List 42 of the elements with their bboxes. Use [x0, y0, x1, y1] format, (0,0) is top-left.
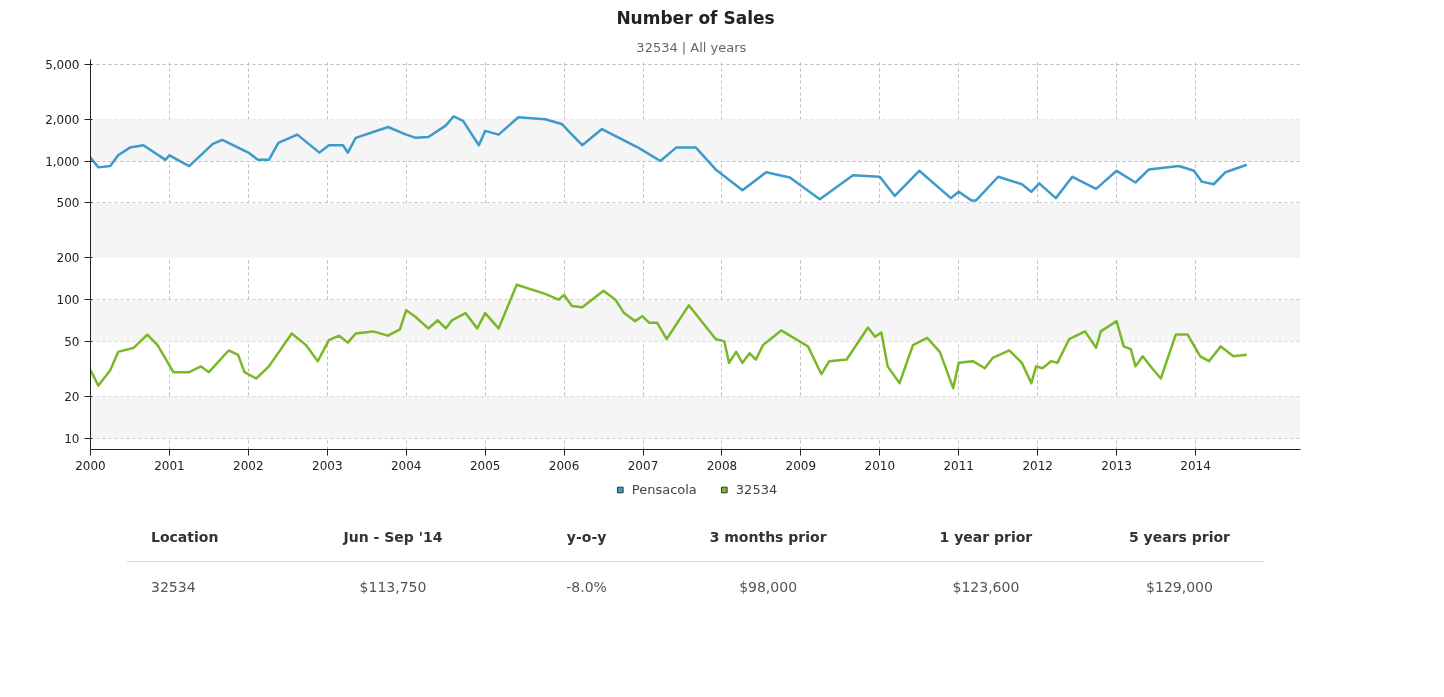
text: 5 years prior — [1128, 528, 1231, 545]
legend-label: Pensacola — [631, 481, 697, 497]
x-tick-label: 2001 — [154, 458, 185, 473]
text: -8.0% — [566, 578, 607, 595]
text: 3 months prior — [709, 528, 827, 545]
x-tick-label: 2007 — [627, 458, 659, 473]
x-tick-label: 2005 — [469, 458, 501, 473]
x-tick-label: 2012 — [1022, 458, 1053, 473]
text: 1 year prior — [939, 528, 1033, 545]
x-tick-label: 2006 — [548, 458, 580, 473]
text: Jun - Sep '14 — [342, 528, 443, 545]
y-tick-label: 2,000 — [45, 112, 80, 127]
line-series — [90, 283, 1249, 390]
line-series — [90, 115, 1249, 202]
x-tick-label: 2000 — [75, 458, 106, 473]
x-tick-label: 2013 — [1101, 458, 1132, 473]
x-tick-label: 2011 — [943, 458, 975, 473]
y-tick-label: 20 — [64, 390, 80, 405]
x-tick-label: 2008 — [706, 458, 738, 473]
y-tick-label: 50 — [64, 334, 80, 349]
x-tick-label: 2002 — [233, 458, 264, 473]
y-tick-label: 1,000 — [45, 154, 80, 169]
y-tick-label: 200 — [56, 251, 80, 266]
y-tick-label: 500 — [56, 196, 80, 211]
chart-subtitle: 32534 | All years — [636, 39, 747, 55]
x-tick-label: 2014 — [1180, 458, 1211, 473]
text: Location — [151, 528, 219, 545]
text: y-o-y — [566, 528, 607, 545]
y-tick-label: 5,000 — [45, 57, 80, 72]
text: $123,600 — [952, 578, 1020, 595]
x-tick-label: 2003 — [312, 458, 343, 473]
text: $129,000 — [1146, 578, 1213, 595]
legend-label: 32534 — [735, 481, 778, 497]
text: 32534 — [151, 578, 196, 595]
text: $98,000 — [739, 578, 798, 595]
x-tick-label: 2004 — [390, 458, 422, 473]
x-tick-label: 2010 — [864, 458, 896, 473]
text: $113,750 — [359, 578, 427, 595]
y-tick-label: 100 — [56, 293, 80, 308]
y-tick-label: 10 — [64, 431, 80, 446]
x-tick-label: 2009 — [785, 458, 817, 473]
chart-title: Number of Sales — [616, 7, 775, 28]
